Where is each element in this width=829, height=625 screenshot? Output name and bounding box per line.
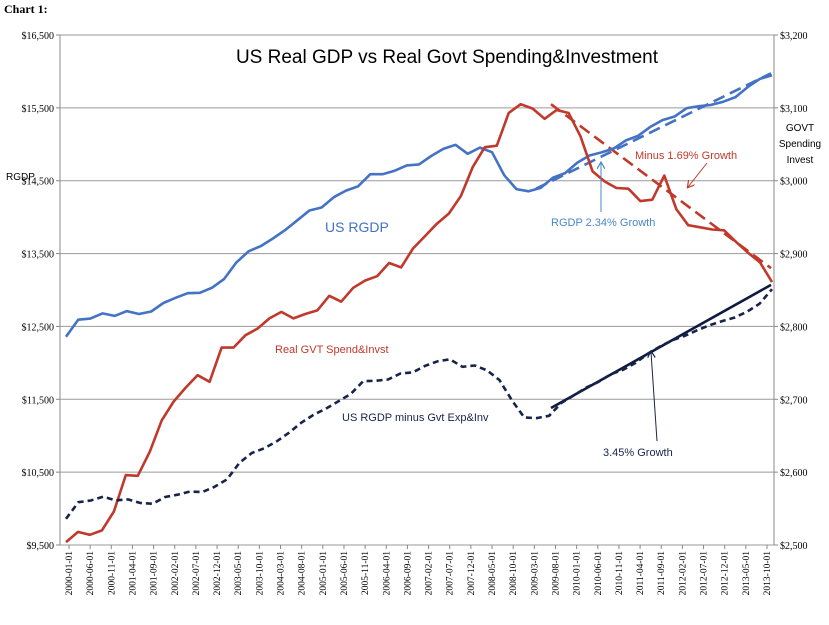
left-axis-ticks: $9,500 $10,500 $11,500 $12,500 $13,500 $14,50…: [22, 31, 60, 552]
right-tick-label: $2,900: [780, 250, 808, 261]
chart-title: US Real GDP vs Real Govt Spending&Invest…: [236, 47, 659, 68]
right-axis-label-line: GOVT: [786, 123, 814, 134]
plot-area: [59, 34, 775, 546]
right-tick-label: $3,100: [780, 104, 808, 115]
x-tick-label: 2010-01-01: [573, 551, 583, 596]
left-tick-label: $10,500: [22, 468, 55, 479]
x-tick-label: 2001-09-01: [150, 551, 160, 596]
x-tick-label: 2009-08-01: [551, 551, 561, 596]
label-minus-growth: Minus 1.69% Growth: [635, 150, 737, 162]
series-lines: [64, 74, 774, 544]
x-tick-label: 2007-07-01: [446, 551, 456, 596]
right-tick-label: $2,500: [780, 541, 808, 552]
x-tick-label: 2002-12-01: [213, 551, 223, 596]
right-tick-label: $3,000: [780, 177, 808, 188]
right-axis-label: GOVT Spending Invest: [779, 123, 821, 166]
x-tick-label: 2011-04-01: [636, 551, 646, 595]
x-tick-label: 2012-07-01: [700, 551, 710, 596]
label-rgdp-growth: RGDP 2.34% Growth: [551, 217, 655, 229]
right-tick-label: $2,600: [780, 468, 808, 479]
right-tick-label: $3,200: [780, 31, 808, 42]
gridlines: [60, 34, 774, 546]
x-tick-label: 2003-05-01: [234, 551, 244, 596]
x-tick-label: 2012-02-01: [678, 551, 688, 596]
arrow-345-growth: [651, 352, 658, 442]
left-tick-label: $9,500: [27, 541, 55, 552]
left-tick-label: $12,500: [22, 322, 55, 333]
x-tick-label: 2000-11-01: [107, 551, 117, 595]
arrow-minus-growth: [688, 162, 708, 187]
x-tick-label: 2013-10-01: [763, 551, 773, 596]
left-axis-label: RGDP: [6, 172, 35, 183]
x-tick-label: 2005-11-01: [361, 551, 371, 595]
right-tick-label: $2,800: [780, 322, 808, 333]
x-tick-label: 2005-06-01: [340, 551, 350, 596]
left-tick-label: $16,500: [22, 31, 55, 42]
x-tick-label: 2004-08-01: [298, 551, 308, 596]
annotation-arrows: [601, 162, 708, 442]
chart-label: Chart 1:: [4, 2, 48, 16]
x-tick-label: 2002-07-01: [192, 551, 202, 596]
label-345-growth: 3.45% Growth: [603, 447, 673, 459]
x-tick-label: 2013-05-01: [742, 551, 752, 596]
left-tick-label: $11,500: [22, 395, 54, 406]
x-tick-label: 2002-02-01: [171, 551, 181, 596]
x-axis-ticks: 2000-01-01 2000-06-01 2000-11-01 2001-04-01…: [65, 545, 773, 595]
x-tick-label: 2007-02-01: [425, 551, 435, 596]
x-tick-label: 2003-10-01: [255, 551, 265, 596]
x-tick-label: 2010-06-01: [594, 551, 604, 596]
x-tick-label: 2012-12-01: [721, 551, 731, 596]
x-tick-label: 2007-12-01: [467, 551, 477, 596]
label-us-rgdp: US RGDP: [325, 219, 389, 235]
right-axis-label-line: Invest: [787, 155, 814, 166]
left-tick-label: $15,500: [22, 104, 55, 115]
label-rgdp-minus-gvt: US RGDP minus Gvt Exp&Inv: [342, 412, 489, 424]
x-tick-label: 2001-04-01: [128, 551, 138, 596]
trendline: [535, 72, 772, 190]
x-tick-label: 2008-05-01: [488, 551, 498, 596]
trendline: [550, 103, 772, 270]
x-tick-label: 2006-04-01: [382, 551, 392, 596]
x-tick-label: 2005-01-01: [319, 551, 329, 596]
right-axis-ticks: $2,500 $2,600 $2,700 $2,800 $2,900 $3,000 $3,1…: [774, 31, 808, 552]
series-line: [64, 288, 773, 520]
series-line: [65, 102, 774, 544]
x-tick-label: 2008-10-01: [509, 551, 519, 596]
right-axis-label-line: Spending: [779, 139, 821, 150]
left-tick-label: $14,500: [22, 177, 55, 188]
label-real-gvt-spend: Real GVT Spend&Invst: [275, 344, 389, 356]
x-tick-label: 2000-01-01: [65, 551, 75, 596]
series-line: [64, 74, 773, 338]
x-tick-label: 2009-03-01: [530, 551, 540, 596]
x-tick-label: 2010-11-01: [615, 551, 625, 595]
x-tick-label: 2006-09-01: [403, 551, 413, 596]
right-tick-label: $2,700: [780, 395, 808, 406]
left-tick-label: $13,500: [22, 250, 55, 261]
x-tick-label: 2011-09-01: [657, 551, 667, 595]
x-tick-label: 2000-06-01: [86, 551, 96, 596]
x-tick-label: 2004-03-01: [277, 551, 287, 596]
